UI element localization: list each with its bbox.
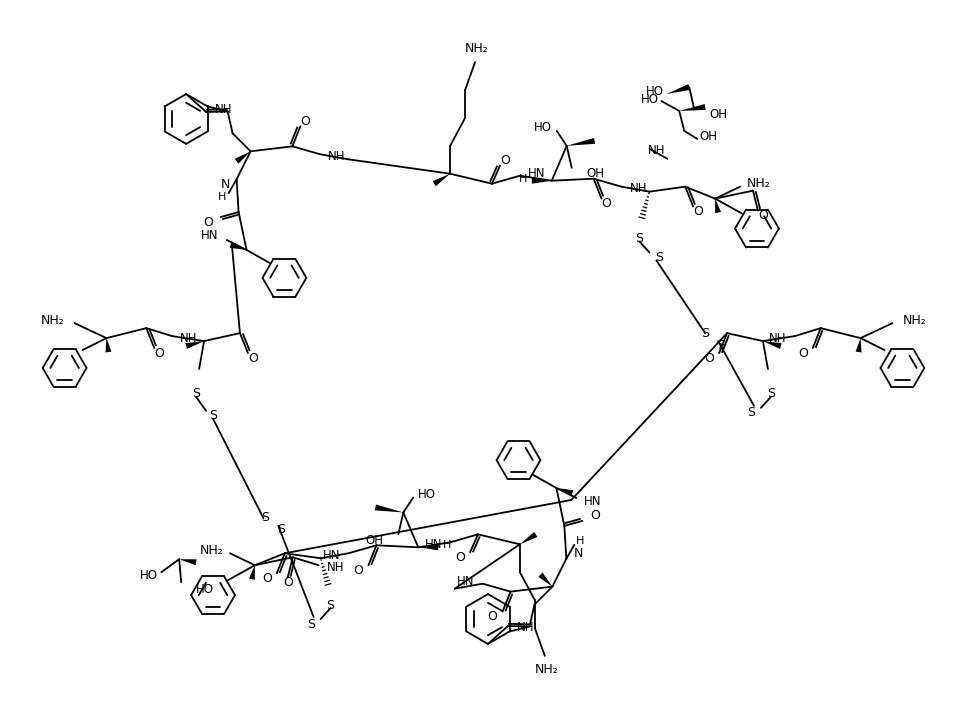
Text: O: O <box>798 347 808 360</box>
Text: S: S <box>327 598 335 612</box>
Text: O: O <box>283 576 293 589</box>
Polygon shape <box>418 545 438 550</box>
Text: NH₂: NH₂ <box>902 314 926 327</box>
Text: S: S <box>635 232 643 245</box>
Polygon shape <box>566 138 595 146</box>
Text: HO: HO <box>197 582 214 596</box>
Text: HN: HN <box>323 549 341 562</box>
Polygon shape <box>105 338 111 352</box>
Text: S: S <box>717 339 725 352</box>
Text: NH₂: NH₂ <box>747 177 771 190</box>
Polygon shape <box>763 341 781 349</box>
Text: H: H <box>443 540 451 550</box>
Text: NH: NH <box>180 331 198 344</box>
Text: OH: OH <box>587 167 604 181</box>
Text: HO: HO <box>646 84 665 98</box>
Text: O: O <box>591 510 600 523</box>
Text: NH: NH <box>215 103 233 116</box>
Polygon shape <box>185 341 204 349</box>
Text: O: O <box>758 209 768 222</box>
Text: O: O <box>704 352 714 365</box>
Polygon shape <box>375 505 404 513</box>
Text: O: O <box>500 154 510 167</box>
Text: S: S <box>277 523 285 537</box>
Polygon shape <box>538 573 553 587</box>
Text: O: O <box>155 347 164 360</box>
Text: S: S <box>747 406 755 419</box>
Polygon shape <box>715 199 721 213</box>
Text: S: S <box>262 511 270 524</box>
Text: NH: NH <box>517 622 534 635</box>
Text: OH: OH <box>366 534 383 547</box>
Text: NH: NH <box>630 182 647 195</box>
Text: NH: NH <box>327 561 344 574</box>
Polygon shape <box>249 565 255 579</box>
Text: O: O <box>248 352 258 365</box>
Polygon shape <box>433 174 450 186</box>
Text: HN: HN <box>457 575 475 588</box>
Text: O: O <box>202 215 213 229</box>
Text: S: S <box>306 617 314 630</box>
Text: NH₂: NH₂ <box>199 544 223 557</box>
Text: HN: HN <box>201 229 219 242</box>
Text: NH₂: NH₂ <box>465 41 488 55</box>
Text: S: S <box>209 409 217 422</box>
Polygon shape <box>679 104 705 111</box>
Text: HO: HO <box>418 488 436 501</box>
Text: NH₂: NH₂ <box>535 663 559 676</box>
Polygon shape <box>234 151 251 164</box>
Text: HO: HO <box>534 122 552 135</box>
Text: OH: OH <box>700 130 717 143</box>
Text: S: S <box>656 251 664 264</box>
Text: O: O <box>455 551 465 563</box>
Text: O: O <box>693 205 703 218</box>
Text: HN: HN <box>424 538 442 551</box>
Text: HO: HO <box>641 92 660 106</box>
Text: NH₂: NH₂ <box>41 314 64 327</box>
Text: S: S <box>192 387 200 400</box>
Text: O: O <box>487 610 497 623</box>
Text: O: O <box>353 563 364 577</box>
Text: HO: HO <box>140 569 159 582</box>
Text: N: N <box>220 178 230 191</box>
Text: OH: OH <box>709 108 727 122</box>
Text: S: S <box>767 387 775 400</box>
Text: S: S <box>702 327 709 340</box>
Polygon shape <box>532 178 552 183</box>
Text: H: H <box>218 192 227 202</box>
Polygon shape <box>179 559 197 565</box>
Polygon shape <box>855 338 861 352</box>
Text: N: N <box>573 547 583 561</box>
Polygon shape <box>557 488 573 496</box>
Text: HN: HN <box>527 167 545 181</box>
Text: HN: HN <box>584 496 601 508</box>
Text: H: H <box>576 536 585 546</box>
Polygon shape <box>667 84 690 94</box>
Polygon shape <box>230 242 246 250</box>
Text: NH: NH <box>770 331 787 344</box>
Text: NH: NH <box>328 150 345 163</box>
Text: O: O <box>301 115 310 128</box>
Text: NH: NH <box>647 144 665 157</box>
Polygon shape <box>520 532 537 545</box>
Text: H: H <box>519 174 526 183</box>
Text: O: O <box>262 571 271 585</box>
Text: O: O <box>601 197 611 210</box>
